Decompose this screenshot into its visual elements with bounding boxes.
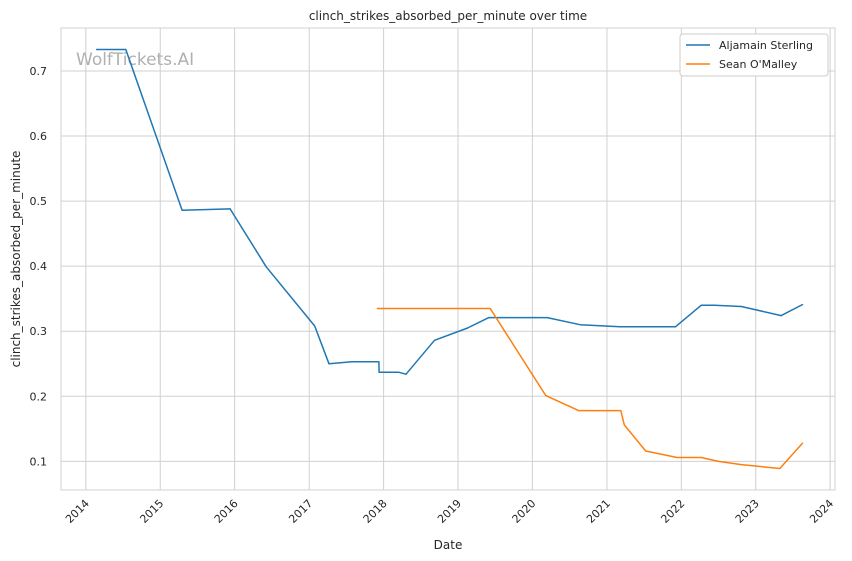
x-axis-label: Date (434, 538, 463, 552)
data-point-aljamain-sterling (95, 48, 98, 51)
data-point-aljamain-sterling (713, 304, 716, 306)
data-point-sean-o-malley (779, 467, 781, 470)
data-point-aljamain-sterling (700, 304, 702, 306)
y-tick-label: 0.1 (30, 455, 48, 468)
series-line-aljamain-sterling (96, 48, 803, 375)
series-layer (95, 48, 804, 470)
data-point-sean-o-malley (376, 307, 378, 310)
data-point-aljamain-sterling (740, 305, 742, 308)
y-tick-label: 0.7 (30, 65, 48, 78)
data-point-sean-o-malley (700, 456, 702, 459)
data-point-sean-o-malley (545, 395, 547, 397)
x-tick-label: 2021 (584, 497, 613, 526)
data-point-aljamain-sterling (328, 363, 330, 365)
data-point-aljamain-sterling (780, 315, 782, 317)
y-tick-label: 0.4 (30, 260, 48, 273)
x-tick-label: 2024 (807, 497, 836, 526)
plot-frame (60, 27, 836, 491)
data-point-aljamain-sterling (397, 371, 400, 373)
x-tick-label: 2015 (137, 497, 166, 526)
data-point-sean-o-malley (717, 460, 720, 462)
x-tick-label: 2023 (733, 497, 762, 526)
data-point-sean-o-malley (623, 424, 625, 426)
data-point-aljamain-sterling (378, 361, 380, 363)
plot-background (61, 28, 835, 490)
y-tick-label: 0.5 (30, 195, 48, 208)
x-tick-label: 2016 (212, 497, 241, 526)
y-tick-label: 0.3 (30, 325, 48, 338)
data-point-aljamain-sterling (675, 326, 677, 328)
data-point-aljamain-sterling (546, 317, 548, 319)
chart-title: clinch_strikes_absorbed_per_minute over … (309, 9, 587, 23)
x-tick-label: 2018 (361, 497, 390, 526)
x-tick-label: 2017 (286, 497, 315, 526)
y-tick-label: 0.2 (30, 390, 48, 403)
data-point-aljamain-sterling (314, 325, 316, 327)
data-point-sean-o-malley (802, 442, 804, 444)
grid-layer (61, 28, 835, 490)
y-axis-label: clinch_strikes_absorbed_per_minute (9, 151, 23, 368)
data-point-sean-o-malley (740, 464, 742, 466)
legend-box (679, 33, 829, 77)
data-point-aljamain-sterling (579, 324, 581, 326)
data-point-aljamain-sterling (378, 371, 380, 373)
data-point-sean-o-malley (489, 307, 491, 310)
x-tick-label: 2020 (509, 497, 538, 526)
data-point-aljamain-sterling (619, 326, 621, 328)
x-tick-label: 2019 (435, 497, 464, 526)
data-point-aljamain-sterling (229, 208, 231, 210)
data-point-sean-o-malley (676, 456, 678, 459)
data-point-aljamain-sterling (405, 373, 407, 375)
data-point-aljamain-sterling (265, 266, 267, 268)
data-point-aljamain-sterling (181, 209, 183, 211)
data-point-aljamain-sterling (488, 317, 490, 319)
x-tick-label: 2022 (658, 497, 687, 526)
data-point-aljamain-sterling (802, 303, 804, 306)
data-point-aljamain-sterling (467, 327, 469, 329)
watermark: WolfTickets.AI (76, 50, 194, 70)
data-point-sean-o-malley (620, 410, 622, 412)
x-tick-label: 2014 (63, 497, 92, 526)
legend-label-aljamain-sterling: Aljamain Sterling (719, 39, 813, 52)
data-point-aljamain-sterling (433, 339, 436, 341)
data-point-sean-o-malley (578, 410, 580, 412)
data-point-aljamain-sterling (351, 361, 353, 363)
data-point-aljamain-sterling (125, 48, 127, 51)
y-tick-label: 0.6 (30, 130, 48, 143)
legend: Aljamain Sterling Sean O'Malley (679, 33, 829, 77)
data-point-sean-o-malley (645, 450, 647, 452)
legend-label-sean-omalley: Sean O'Malley (719, 58, 798, 71)
